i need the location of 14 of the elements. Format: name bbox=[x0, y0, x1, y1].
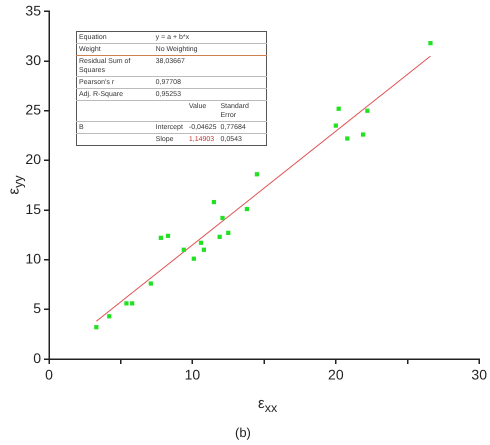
y-tick-label: 20 bbox=[25, 151, 42, 168]
y-tick-label: 5 bbox=[33, 300, 42, 316]
y-tick-label: 30 bbox=[25, 52, 42, 68]
x-axis-title: ε$_{xx}$ bbox=[258, 395, 278, 415]
x-tick-label: 20 bbox=[328, 366, 344, 382]
x-tick-label: 30 bbox=[471, 366, 488, 382]
y-tick-label: 0 bbox=[33, 350, 42, 366]
y-tick-label: 25 bbox=[25, 102, 42, 118]
y-tick-label: 15 bbox=[25, 200, 42, 217]
text: (b) bbox=[235, 425, 251, 440]
x-tick-label: 10 bbox=[184, 366, 200, 382]
x-tick-label: 0 bbox=[45, 366, 54, 382]
y-tick-label: 10 bbox=[25, 250, 42, 267]
y-tick-label: 35 bbox=[25, 2, 42, 18]
